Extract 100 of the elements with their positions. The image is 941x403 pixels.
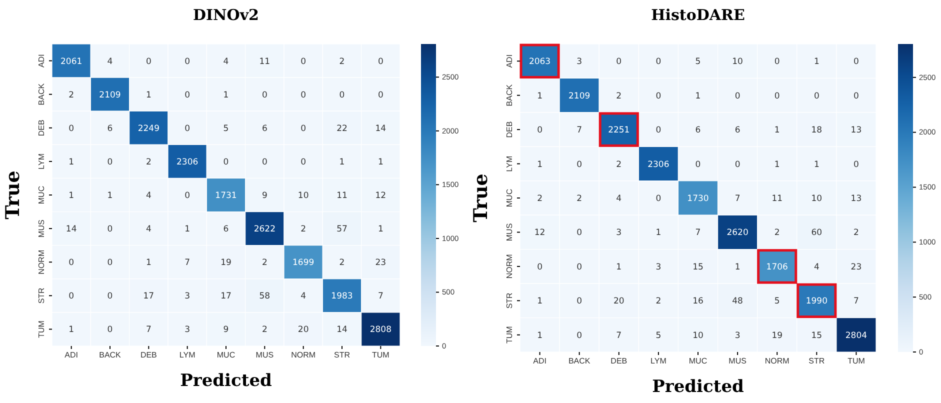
data-label: 0: [734, 91, 740, 102]
data-label: 0: [107, 157, 113, 168]
x-tick-label: ADI: [533, 356, 546, 366]
data-label: 14: [375, 124, 386, 134]
data-label: 2109: [568, 91, 590, 102]
data-label: 2: [537, 194, 542, 204]
data-label: 1: [774, 126, 780, 136]
x-tick-label: NORM: [764, 356, 790, 366]
data-label: 16: [692, 296, 704, 307]
data-label: 4: [814, 262, 820, 272]
data-label: 1: [774, 160, 780, 170]
y-tick-label: NORM: [505, 254, 514, 279]
data-label: 0: [656, 194, 662, 204]
x-tick-label: STR: [334, 350, 350, 360]
data-label: 2306: [648, 160, 670, 170]
data-label: 0: [378, 56, 384, 67]
data-label: 0: [656, 91, 662, 102]
data-label: 0: [854, 57, 859, 68]
data-label: 5: [695, 57, 701, 68]
data-label: 5: [223, 124, 229, 134]
y-tick-label: DEB: [37, 120, 46, 136]
data-label: 6: [734, 126, 740, 136]
data-label: 1: [378, 157, 384, 168]
data-label: 10: [298, 190, 309, 201]
data-label: 0: [695, 160, 701, 170]
data-label: 6: [262, 124, 268, 134]
data-label: 23: [375, 258, 386, 268]
data-label: 1: [223, 90, 229, 100]
x-axis-title: Predicted: [180, 371, 272, 391]
y-tick-label: MUS: [37, 220, 46, 238]
data-label: 1: [339, 157, 345, 168]
data-label: 14: [336, 325, 348, 336]
data-label: 1: [68, 190, 74, 201]
data-label: 0: [854, 91, 859, 102]
data-label: 57: [336, 224, 348, 235]
x-tick-label: MUS: [728, 356, 746, 366]
data-label: 2: [68, 90, 74, 100]
x-tick-label: STR: [808, 356, 825, 366]
y-tick-label: DEB: [505, 121, 514, 138]
y-tick-label: LYM: [37, 153, 46, 170]
data-label: 1: [537, 160, 542, 170]
data-label: 5: [774, 296, 780, 307]
data-label: 3: [576, 57, 582, 68]
data-label: 9: [262, 190, 268, 201]
data-label: 2063: [528, 57, 551, 68]
data-label: 1: [695, 91, 701, 102]
data-label: 13: [850, 194, 862, 204]
data-label: 0: [184, 190, 190, 201]
y-tick-label: TUM: [505, 326, 514, 344]
data-label: 1: [184, 224, 190, 235]
x-tick-label: DEB: [610, 356, 628, 366]
data-label: 0: [774, 57, 780, 68]
data-label: 2: [262, 325, 268, 336]
chart-title: DINOv2: [193, 6, 259, 24]
data-label: 2061: [60, 56, 82, 67]
data-label: 0: [576, 262, 582, 272]
x-tick-label: DEB: [140, 350, 157, 360]
y-tick-label: NORM: [37, 250, 46, 274]
y-tick-label: LYM: [505, 156, 514, 172]
data-label: 15: [811, 330, 822, 341]
data-label: 1: [814, 57, 820, 68]
data-label: 2: [616, 91, 622, 102]
data-label: 0: [184, 56, 190, 67]
data-label: 1: [814, 160, 820, 170]
data-label: 12: [375, 190, 386, 201]
data-label: 12: [534, 228, 546, 238]
data-label: 0: [184, 90, 190, 100]
y-tick-label: STR: [37, 287, 46, 304]
data-label: 0: [814, 91, 820, 102]
data-label: 1699: [292, 258, 314, 268]
data-label: 0: [576, 296, 582, 307]
x-tick-label: MUS: [256, 350, 274, 360]
data-label: 1983: [331, 292, 353, 302]
data-label: 2: [656, 296, 662, 307]
data-label: 3: [184, 292, 190, 302]
x-tick-label: MUC: [216, 350, 236, 360]
data-label: 1: [537, 330, 542, 341]
y-tick-label: TUM: [37, 320, 46, 338]
y-tick-label: BACK: [505, 84, 514, 106]
data-label: 7: [184, 258, 190, 268]
data-label: 0: [262, 157, 268, 168]
data-label: 2306: [176, 157, 198, 168]
data-label: 11: [336, 190, 348, 201]
data-label: 6: [107, 124, 113, 134]
data-label: 1706: [766, 262, 788, 272]
data-label: 7: [378, 292, 384, 302]
data-label: 2622: [254, 224, 276, 235]
data-label: 3: [734, 330, 740, 341]
data-label: 0: [146, 56, 152, 67]
data-label: 11: [772, 194, 783, 204]
x-tick-label: BACK: [99, 350, 122, 360]
data-label: 1: [616, 262, 622, 272]
data-label: 2: [854, 228, 859, 238]
x-tick-label: TUM: [372, 350, 390, 360]
data-label: 0: [68, 292, 74, 302]
data-label: 7: [854, 296, 859, 307]
x-tick-label: ADI: [64, 350, 78, 360]
y-tick-label: STR: [505, 292, 514, 309]
data-label: 22: [336, 124, 348, 134]
y-tick-label: ADI: [37, 54, 46, 68]
